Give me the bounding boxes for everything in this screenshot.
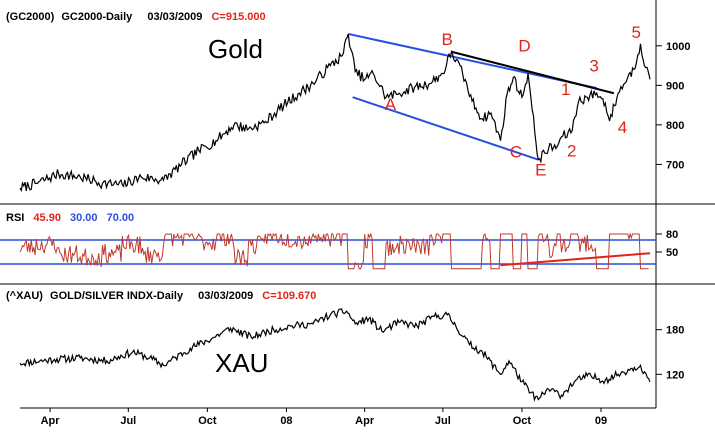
x-tick-label: Jul xyxy=(120,415,136,427)
xau-date: 03/03/2009 xyxy=(198,290,253,302)
rsi-trendline-line xyxy=(500,252,651,267)
xau-y-ticks: 180 120 xyxy=(656,325,684,381)
gold-trendlines xyxy=(348,32,615,161)
x-axis-labels: Apr Jul Oct 08 Apr Jul Oct 09 xyxy=(41,408,607,427)
xau-series-name: GOLD/SILVER INDX-Daily xyxy=(50,290,184,302)
xau-header: (^XAU) GOLD/SILVER INDX-Daily 03/03/2009… xyxy=(6,290,316,302)
x-tick-label: Oct xyxy=(198,415,217,427)
gold-close: C=915.000 xyxy=(211,11,265,23)
rsi-line xyxy=(19,232,649,270)
xau-close: C=109.670 xyxy=(262,290,316,302)
gold-tick-label: 1000 xyxy=(666,41,690,53)
xau-symbol: (^XAU) xyxy=(6,290,43,302)
xau-tick-label: 180 xyxy=(666,325,684,337)
rsi-tick-label: 50 xyxy=(666,247,678,259)
rsi-value: 45.90 xyxy=(33,212,61,224)
gold-series-name: GC2000-Daily xyxy=(61,11,133,23)
x-tick-label: 09 xyxy=(595,415,607,427)
rsi-name: RSI xyxy=(6,212,24,224)
rsi-y-ticks: 80 50 xyxy=(656,229,678,259)
rsi-header: RSI 45.90 30.00 70.00 xyxy=(6,212,134,224)
xau-label: XAU xyxy=(215,348,268,378)
wave-label: 2 xyxy=(567,141,576,160)
wave-label: 3 xyxy=(589,57,598,76)
rsi-lower-level: 30.00 xyxy=(70,212,98,224)
gold-tick-label: 800 xyxy=(666,120,684,132)
wave-label: D xyxy=(518,37,530,56)
x-tick-label: Jul xyxy=(435,415,451,427)
wave-label: A xyxy=(385,95,397,114)
gold-panel: (GC2000) GC2000-Daily 03/03/2009 C=915.0… xyxy=(6,11,690,193)
gold-label: Gold xyxy=(208,34,263,64)
rsi-panel: RSI 45.90 30.00 70.00 80 50 xyxy=(0,212,678,270)
wave-label: B xyxy=(441,30,452,49)
gold-price-line xyxy=(19,33,651,193)
gold-header: (GC2000) GC2000-Daily 03/03/2009 C=915.0… xyxy=(6,11,266,23)
rsi-level-lines xyxy=(0,239,656,265)
gold-tick-label: 900 xyxy=(666,80,684,92)
x-tick-label: Apr xyxy=(355,415,375,427)
wave-label: E xyxy=(535,160,546,179)
wave-label: 1 xyxy=(561,80,570,99)
gold-symbol: (GC2000) xyxy=(6,11,55,23)
x-tick-label: 08 xyxy=(280,415,292,427)
x-tick-label: Oct xyxy=(513,415,532,427)
wave-label: 5 xyxy=(632,23,641,42)
x-tick-label: Apr xyxy=(41,415,61,427)
wave-labels: B D 5 31 A 4 2 CE xyxy=(385,23,641,180)
xau-price-line xyxy=(19,308,651,402)
gold-date: 03/03/2009 xyxy=(147,11,202,23)
rsi-upper-level: 70.00 xyxy=(107,212,135,224)
wave-label: 4 xyxy=(618,118,627,137)
rsi-tick-label: 80 xyxy=(666,229,678,241)
gold-trendline xyxy=(352,96,539,161)
rsi-trendline xyxy=(500,252,651,267)
gold-trendline xyxy=(451,50,615,95)
xau-tick-label: 120 xyxy=(666,369,684,381)
wave-label: C xyxy=(510,142,522,161)
xau-panel: (^XAU) GOLD/SILVER INDX-Daily 03/03/2009… xyxy=(6,290,684,402)
gold-tick-label: 700 xyxy=(666,159,684,171)
gold-y-ticks: 1000 900 800 700 xyxy=(656,41,690,171)
